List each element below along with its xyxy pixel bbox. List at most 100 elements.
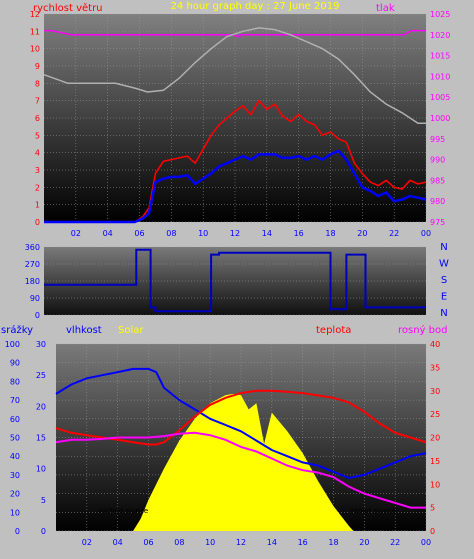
grey-line [43,27,426,124]
sunrise-label: východ slunce [98,507,148,515]
time-tick-label: 20 [359,538,369,547]
pressure-tick-label: 980 [430,197,445,206]
direction-tick-label: 180 [25,277,40,286]
sunset-label: západ slunce [350,507,396,515]
time-tick-label: 08 [166,229,176,238]
rain-tick-label: 100 [5,340,20,349]
temperature-label: teplota [316,325,351,336]
time-tick-label: 10 [198,229,208,238]
temperature-tick-label: 40 [430,340,440,349]
rain-tick-label: 60 [10,415,20,424]
time-tick-label: 18 [325,229,335,238]
pressure-tick-label: 1025 [430,10,450,19]
humidity-line [55,367,427,480]
time-tick-label: 18 [328,538,338,547]
wind-line [44,99,427,223]
time-tick-label: 08 [174,538,184,547]
temperature-line [55,389,427,446]
time-tick-label: 10 [205,538,215,547]
pressure-tick-label: 1005 [430,93,450,102]
time-tick-label: 00 [421,538,431,547]
humidity-label: vlhkost [66,325,102,336]
temperature-tick-label: 15 [430,457,440,466]
time-tick-label: 22 [390,538,400,547]
time-tick-label: 06 [134,229,144,238]
wind-tick-label: 12 [30,10,40,19]
pressure-label: tlak [376,3,395,14]
compass-label: W [439,259,449,270]
humidity-tick-label: 5 [41,496,46,505]
dewpoint-line [55,431,426,509]
temperature-tick-label: 25 [430,410,440,419]
wind-tick-label: 1 [35,201,40,210]
time-tick-label: 12 [230,229,240,238]
wind-tick-label: 4 [35,149,40,158]
pressure-tick-label: 1000 [430,114,450,123]
compass-label: N [440,308,447,319]
compass-label: S [441,275,447,286]
time-tick-label: 16 [294,229,304,238]
solar-label: Solar [118,325,144,336]
wind-tick-label: 9 [35,62,40,71]
wind-tick-label: 8 [35,79,40,88]
series-layer [43,27,427,531]
temperature-tick-label: 5 [430,504,435,513]
humidity-tick-label: 25 [36,371,46,380]
wind-tick-label: 3 [35,166,40,175]
humidity-tick-label: 15 [36,434,46,443]
time-tick-label: 02 [71,229,81,238]
temperature-tick-label: 20 [430,434,440,443]
rain-tick-label: 20 [10,490,20,499]
wind-tick-label: 7 [35,97,40,106]
time-tick-label: 16 [298,538,308,547]
humidity-tick-label: 0 [41,527,46,536]
dewpoint-label: rosný bod [398,324,447,336]
temperature-tick-label: 0 [430,527,435,536]
humidity-tick-label: 10 [36,465,46,474]
rain-tick-label: 80 [10,377,20,386]
rain-tick-label: 70 [10,396,20,405]
pressure-tick-label: 975 [430,218,445,227]
rain-tick-label: 30 [10,471,20,480]
direction-tick-label: 270 [25,260,40,269]
pressure-tick-label: 995 [430,135,445,144]
wind-tick-label: 0 [35,218,40,227]
time-tick-label: 14 [267,538,277,547]
wind-tick-label: 11 [30,27,40,36]
pressure-line [44,29,426,38]
time-tick-label: 06 [143,538,153,547]
axis-layer: 0123456789101112975980985990995100010051… [5,10,451,547]
direction-tick-label: 0 [35,311,40,320]
time-tick-label: 00 [421,229,431,238]
pressure-tick-label: 985 [430,176,445,185]
time-tick-label: 04 [113,538,123,547]
direction-tick-label: 90 [30,294,40,303]
rain-tick-label: 0 [15,527,20,536]
humidity-tick-label: 20 [36,402,46,411]
chart-title: 24 hour graph day : 27 June 2019 [171,1,340,12]
direction-tick-label: 360 [25,243,40,252]
rain-tick-label: 40 [10,452,20,461]
compass-label: E [441,292,447,303]
temperature-tick-label: 35 [430,363,440,372]
direction-line [44,248,426,313]
pressure-tick-label: 1020 [430,31,450,40]
pressure-tick-label: 1015 [430,52,450,61]
time-tick-label: 12 [236,538,246,547]
pressure-tick-label: 1010 [430,72,450,81]
time-tick-label: 14 [262,229,272,238]
temperature-tick-label: 30 [430,387,440,396]
time-tick-label: 20 [357,229,367,238]
time-tick-label: 02 [82,538,92,547]
time-tick-label: 04 [103,229,113,238]
wind-tick-label: 10 [30,45,40,54]
rain-label: srážky [1,324,33,336]
time-tick-label: 22 [389,229,399,238]
wind-tick-label: 2 [35,183,40,192]
humidity-tick-label: 30 [36,340,46,349]
temperature-tick-label: 10 [430,480,440,489]
wind-tick-label: 5 [35,131,40,140]
rain-tick-label: 50 [10,434,20,443]
wind-tick-label: 6 [35,114,40,123]
